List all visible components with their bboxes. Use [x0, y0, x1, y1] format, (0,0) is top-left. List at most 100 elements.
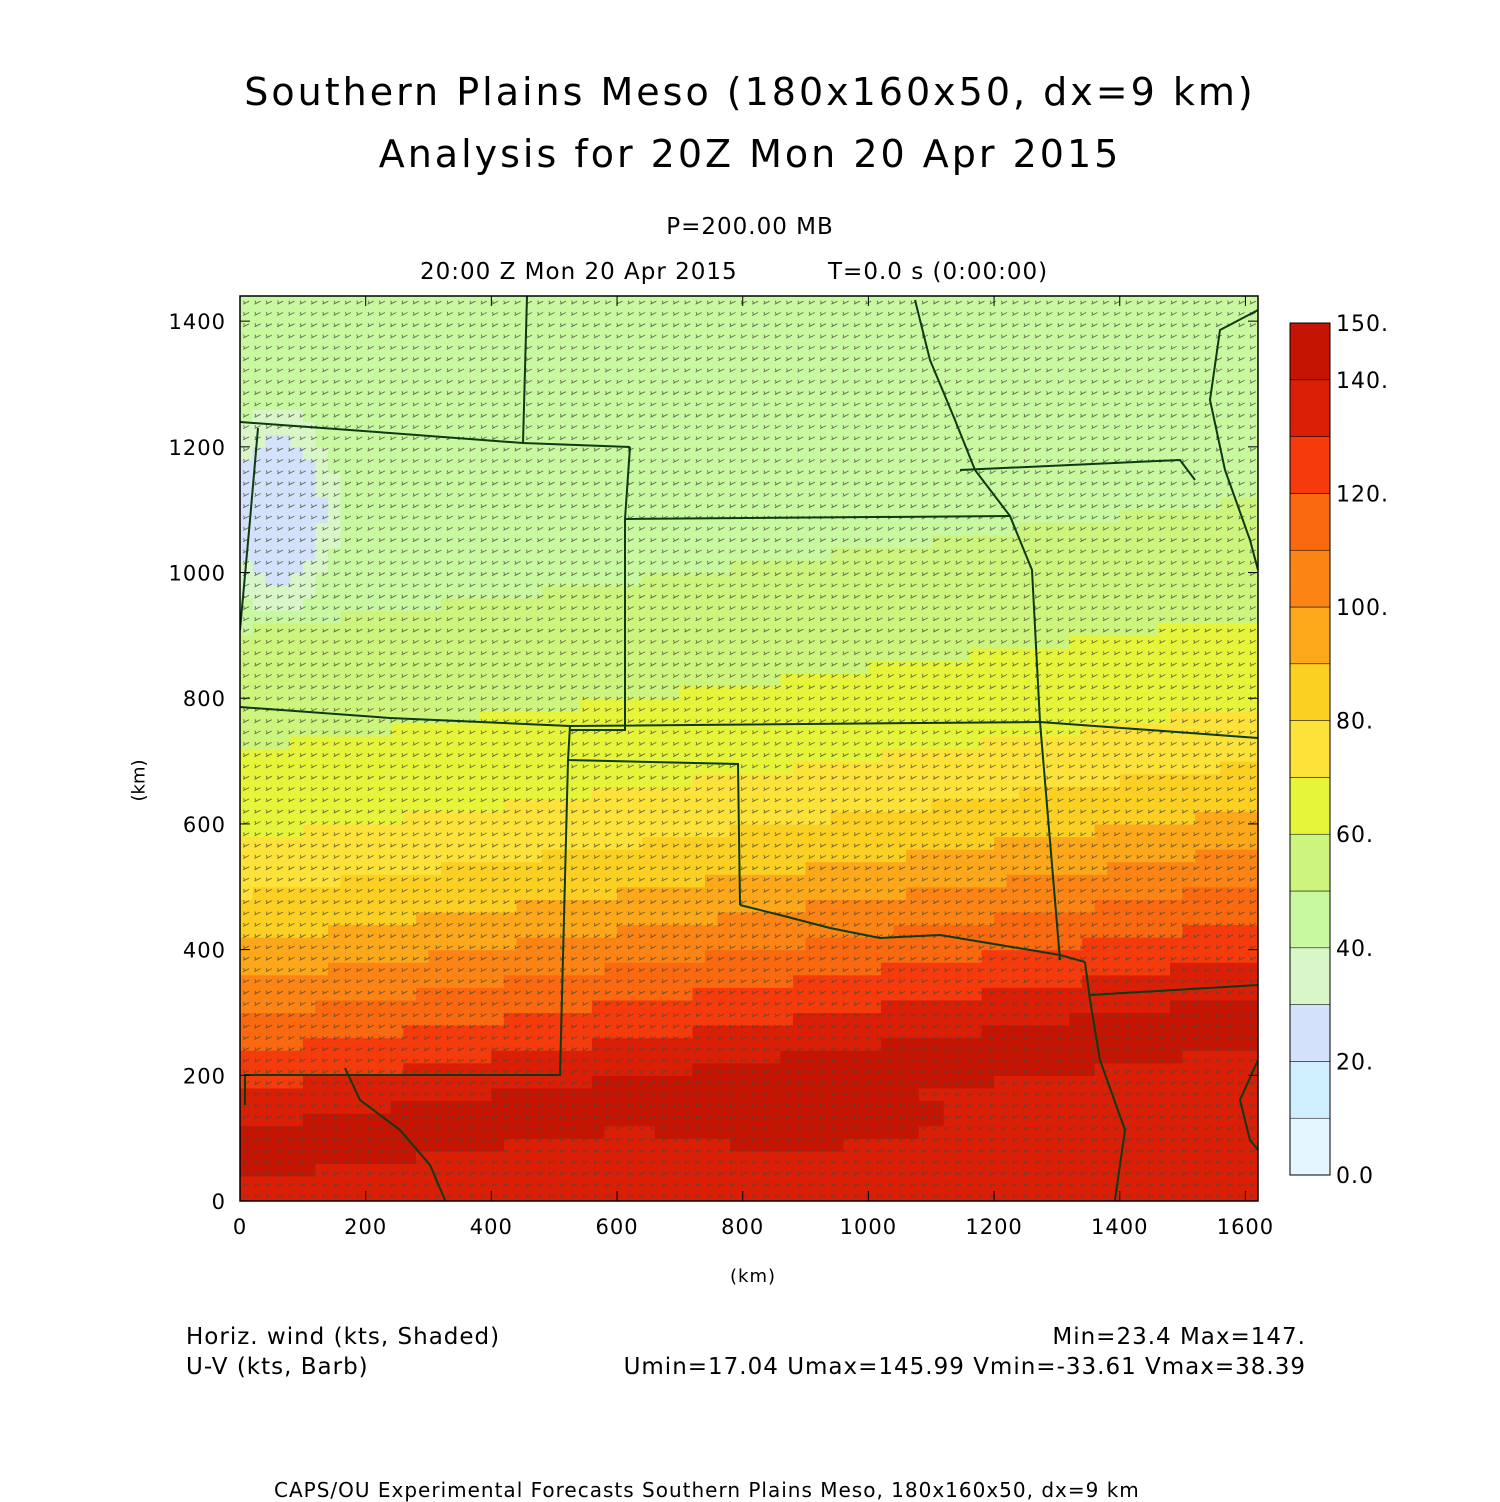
field-cell: [252, 836, 266, 850]
field-cell: [868, 497, 882, 511]
field-cell: [491, 1188, 505, 1201]
field-cell: [541, 1175, 555, 1190]
field-cell: [692, 610, 706, 624]
field-cell: [792, 610, 807, 624]
field-cell: [403, 333, 417, 347]
field-cell: [591, 849, 606, 863]
field-cell: [604, 1163, 618, 1177]
field-cell: [415, 1037, 430, 1051]
field-cell: [1082, 849, 1096, 863]
field-cell: [843, 610, 857, 624]
field-cell: [591, 735, 606, 750]
field-cell: [642, 660, 656, 674]
field-cell: [742, 534, 756, 548]
field-cell: [327, 333, 342, 347]
field-cell: [415, 459, 430, 473]
field-cell: [541, 585, 555, 599]
field-cell: [767, 748, 782, 762]
field-cell: [1056, 786, 1071, 800]
field-cell: [302, 1138, 317, 1152]
field-cell: [1107, 1062, 1121, 1076]
field-cell: [679, 1075, 694, 1089]
field-cell: [353, 723, 367, 737]
field-cell: [265, 1138, 279, 1152]
field-cell: [792, 723, 807, 737]
field-cell: [1044, 409, 1058, 423]
field-cell: [529, 761, 543, 775]
field-cell: [516, 484, 530, 498]
field-cell: [604, 937, 618, 951]
field-cell: [390, 471, 404, 486]
field-cell: [880, 823, 895, 838]
field-cell: [529, 421, 543, 435]
field-cell: [566, 622, 580, 636]
field-cell: [403, 597, 417, 611]
field-cell: [277, 673, 291, 687]
field-cell: [541, 974, 555, 988]
field-cell: [692, 346, 706, 360]
field-cell: [265, 534, 279, 548]
field-cell: [365, 635, 379, 649]
field-cell: [742, 874, 756, 888]
field-cell: [466, 874, 480, 888]
field-cell: [579, 434, 593, 448]
field-cell: [277, 874, 291, 888]
field-cell: [491, 534, 505, 548]
field-cell: [855, 999, 869, 1014]
field-cell: [818, 497, 832, 511]
field-cell: [240, 446, 254, 461]
field-cell: [491, 861, 505, 875]
field-cell: [1107, 949, 1121, 963]
field-cell: [529, 308, 543, 322]
field-cell: [340, 585, 354, 599]
field-cell: [742, 1100, 756, 1114]
field-cell: [742, 1113, 756, 1127]
field-cell: [906, 358, 920, 373]
field-cell: [918, 886, 932, 900]
field-cell: [654, 1163, 668, 1177]
field-cell: [629, 308, 643, 322]
field-cell: [529, 471, 543, 486]
field-cell: [390, 1175, 404, 1190]
field-cell: [466, 509, 480, 523]
field-cell: [642, 371, 656, 385]
field-cell: [403, 547, 417, 561]
field-cell: [277, 761, 291, 775]
field-cell: [403, 999, 417, 1014]
field-cell: [679, 446, 694, 461]
field-cell: [302, 1062, 317, 1076]
field-cell: [654, 572, 668, 586]
field-cell: [302, 522, 317, 536]
field-cell: [554, 321, 568, 335]
field-cell: [478, 811, 492, 825]
field-cell: [554, 358, 568, 373]
field-cell: [516, 1188, 530, 1201]
field-cell: [541, 761, 555, 775]
field-cell: [617, 823, 631, 838]
field-cell: [629, 836, 643, 850]
field-cell: [252, 1113, 266, 1127]
field-cell: [1031, 937, 1045, 951]
field-cell: [529, 735, 543, 750]
field-cell: [880, 534, 895, 548]
field-cell: [906, 962, 920, 976]
field-cell: [265, 1150, 279, 1164]
field-cell: [466, 1050, 480, 1064]
field-cell: [327, 911, 342, 926]
field-cell: [717, 999, 731, 1014]
field-cell: [579, 1012, 593, 1026]
field-cell: [503, 484, 518, 498]
field-cell: [642, 534, 656, 548]
field-cell: [931, 434, 945, 448]
field-cell: [390, 761, 404, 775]
field-cell: [1056, 673, 1071, 687]
field-cell: [503, 409, 518, 423]
field-cell: [415, 522, 430, 536]
field-cell: [315, 698, 329, 712]
field-cell: [994, 321, 1008, 335]
field-cell: [918, 761, 932, 775]
field-cell: [529, 1075, 543, 1089]
field-cell: [478, 296, 492, 310]
field-cell: [956, 1175, 970, 1190]
field-cell: [1019, 698, 1033, 712]
